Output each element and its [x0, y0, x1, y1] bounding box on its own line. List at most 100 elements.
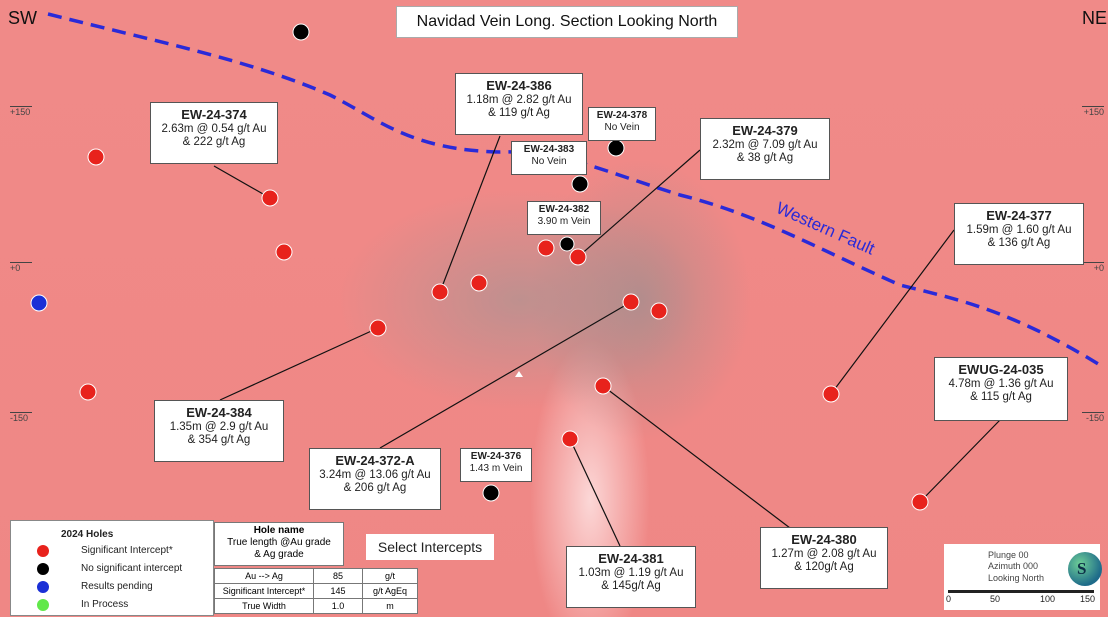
- view-info-line: Plunge 00: [988, 550, 1029, 560]
- param-cell: 1.0: [313, 598, 363, 614]
- hole-significant: [822, 385, 840, 403]
- hole-label-line: 4.78m @ 1.36 g/t Au: [948, 377, 1054, 390]
- hole-significant: [79, 383, 97, 401]
- legend-title: 2024 Holes: [61, 529, 114, 540]
- param-cell: g/t: [362, 568, 418, 584]
- hole-label-line: 1.27m @ 2.08 g/t Au: [771, 547, 877, 560]
- view-info-line: Azimuth 000: [988, 561, 1039, 572]
- leader-line: [213, 165, 271, 199]
- hole-label-id: EW-24-377: [986, 208, 1052, 223]
- hole-significant: [431, 283, 449, 301]
- hole-label-line: 2.32m @ 7.09 g/t Au: [712, 138, 818, 151]
- elevation-tick: -150: [1082, 412, 1104, 423]
- view-info: Plunge 00 Azimuth 000 Looking North: [988, 550, 1044, 584]
- hole-significant: [369, 319, 387, 337]
- elevation-tick: +0: [10, 262, 32, 273]
- legend-item-significant: Significant Intercept*: [37, 545, 173, 557]
- hole-no-significant: [482, 484, 500, 502]
- hole-label-ew-24-382: EW-24-382 3.90 m Vein: [527, 201, 601, 235]
- hole-label-line: & 115 g/t Ag: [970, 391, 1032, 404]
- section-title: Navidad Vein Long. Section Looking North: [396, 6, 738, 38]
- hole-label-ew-24-386: EW-24-386 1.18m @ 2.82 g/t Au & 119 g/t …: [455, 73, 583, 135]
- hole-label-id: EW-24-374: [181, 107, 247, 122]
- param-cell: True Width: [214, 598, 314, 614]
- legend-item-label: Significant Intercept*: [81, 545, 173, 556]
- legend-item-no-significant: No significant intercept: [37, 563, 183, 575]
- legend-item-label: No significant intercept: [81, 563, 183, 574]
- param-cell: g/t AgEq: [362, 583, 418, 599]
- hole-no-significant: [292, 23, 310, 41]
- green-dot-icon: [37, 599, 49, 611]
- hole-label-line: & 38 g/t Ag: [736, 152, 794, 165]
- hole-significant: [537, 239, 555, 257]
- corner-label-sw: SW: [8, 8, 37, 28]
- hole-label-ew-24-374: EW-24-374 2.63m @ 0.54 g/t Au & 222 g/t …: [150, 102, 278, 164]
- param-cell: Significant Intercept*: [214, 583, 314, 599]
- marker-triangle: [515, 371, 523, 377]
- scale-label: 150: [1080, 594, 1096, 604]
- table-row: Significant Intercept* 145 g/t AgEq: [214, 583, 418, 599]
- hole-label-line: & 120g/t Ag: [794, 561, 854, 574]
- hole-significant: [87, 148, 105, 166]
- hole-label-line: 3.90 m Vein: [537, 216, 591, 227]
- legend: 2024 Holes Significant Intercept* No sig…: [10, 520, 214, 616]
- hole-label-id: EW-24-383: [523, 144, 575, 155]
- hole-no-significant: [607, 139, 625, 157]
- hole-label-id: EW-24-380: [791, 532, 857, 547]
- hole-label-line: 2.63m @ 0.54 g/t Au: [161, 122, 267, 135]
- legend-item-label: Results pending: [81, 581, 153, 592]
- hole-label-line: 1.59m @ 1.60 g/t Au: [966, 223, 1072, 236]
- hole-label-id: EW-24-379: [732, 123, 798, 138]
- hole-label-line: & 136 g/t Ag: [987, 237, 1051, 250]
- hole-label-ew-24-381: EW-24-381 1.03m @ 1.19 g/t Au & 145g/t A…: [566, 546, 696, 608]
- hole-label-line: 1.43 m Vein: [469, 463, 523, 474]
- hole-label-line: & 206 g/t Ag: [343, 482, 407, 495]
- hole-label-id: EW-24-372-A: [335, 453, 415, 468]
- hole-name-key-line: & Ag grade: [254, 549, 304, 560]
- select-intercepts-label: Select Intercepts: [366, 534, 494, 560]
- hole-label-id: EW-24-381: [598, 551, 664, 566]
- hole-significant: [622, 293, 640, 311]
- table-row: True Width 1.0 m: [214, 598, 418, 614]
- hole-label-ew-24-376: EW-24-376 1.43 m Vein: [460, 448, 532, 482]
- hole-label-ewug-24-035: EWUG-24-035 4.78m @ 1.36 g/t Au & 115 g/…: [934, 357, 1068, 421]
- hole-significant: [569, 248, 587, 266]
- corner-label-ne: NE: [1082, 8, 1108, 28]
- elevation-tick: +150: [1082, 106, 1104, 117]
- leader-line: [219, 327, 379, 401]
- legend-item-label: In Process: [81, 599, 129, 610]
- hole-name-key: Hole name True length @Au grade & Ag gra…: [214, 522, 344, 566]
- hole-significant: [594, 377, 612, 395]
- scale-label: 0: [946, 594, 952, 604]
- param-cell: 85: [313, 568, 363, 584]
- leader-line: [602, 385, 791, 529]
- leader-line: [569, 438, 621, 547]
- hole-pending: [30, 294, 48, 312]
- hole-significant: [911, 493, 929, 511]
- leader-line: [577, 149, 701, 258]
- hole-significant: [275, 243, 293, 261]
- hole-label-line: & 354 g/t Ag: [187, 434, 251, 447]
- hole-label-id: EW-24-378: [596, 110, 648, 121]
- leader-line: [439, 135, 501, 293]
- hole-label-line: 3.24m @ 13.06 g/t Au: [319, 468, 431, 481]
- hole-name-key-line: Hole name: [253, 525, 305, 536]
- elevation-tick: +0: [1082, 262, 1104, 273]
- elevation-tick: +150: [10, 106, 32, 117]
- scale-bar: [948, 590, 1094, 593]
- hole-name-key-line: True length @Au grade: [227, 537, 331, 548]
- hole-label-ew-24-372-a: EW-24-372-A 3.24m @ 13.06 g/t Au & 206 g…: [309, 448, 441, 510]
- hole-label-line: & 145g/t Ag: [601, 580, 661, 593]
- scale-label: 100: [1040, 594, 1056, 604]
- hole-label-line: No Vein: [604, 122, 640, 133]
- hole-significant: [261, 189, 279, 207]
- elevation-tick: -150: [10, 412, 32, 423]
- hole-label-line: 1.35m @ 2.9 g/t Au: [169, 420, 269, 433]
- hole-significant: [650, 302, 668, 320]
- hole-no-significant: [559, 236, 575, 252]
- hole-significant: [561, 430, 579, 448]
- legend-item-in-process: In Process: [37, 599, 129, 611]
- hole-label-ew-24-379: EW-24-379 2.32m @ 7.09 g/t Au & 38 g/t A…: [700, 118, 830, 180]
- hole-label-ew-24-383: EW-24-383 No Vein: [511, 141, 587, 175]
